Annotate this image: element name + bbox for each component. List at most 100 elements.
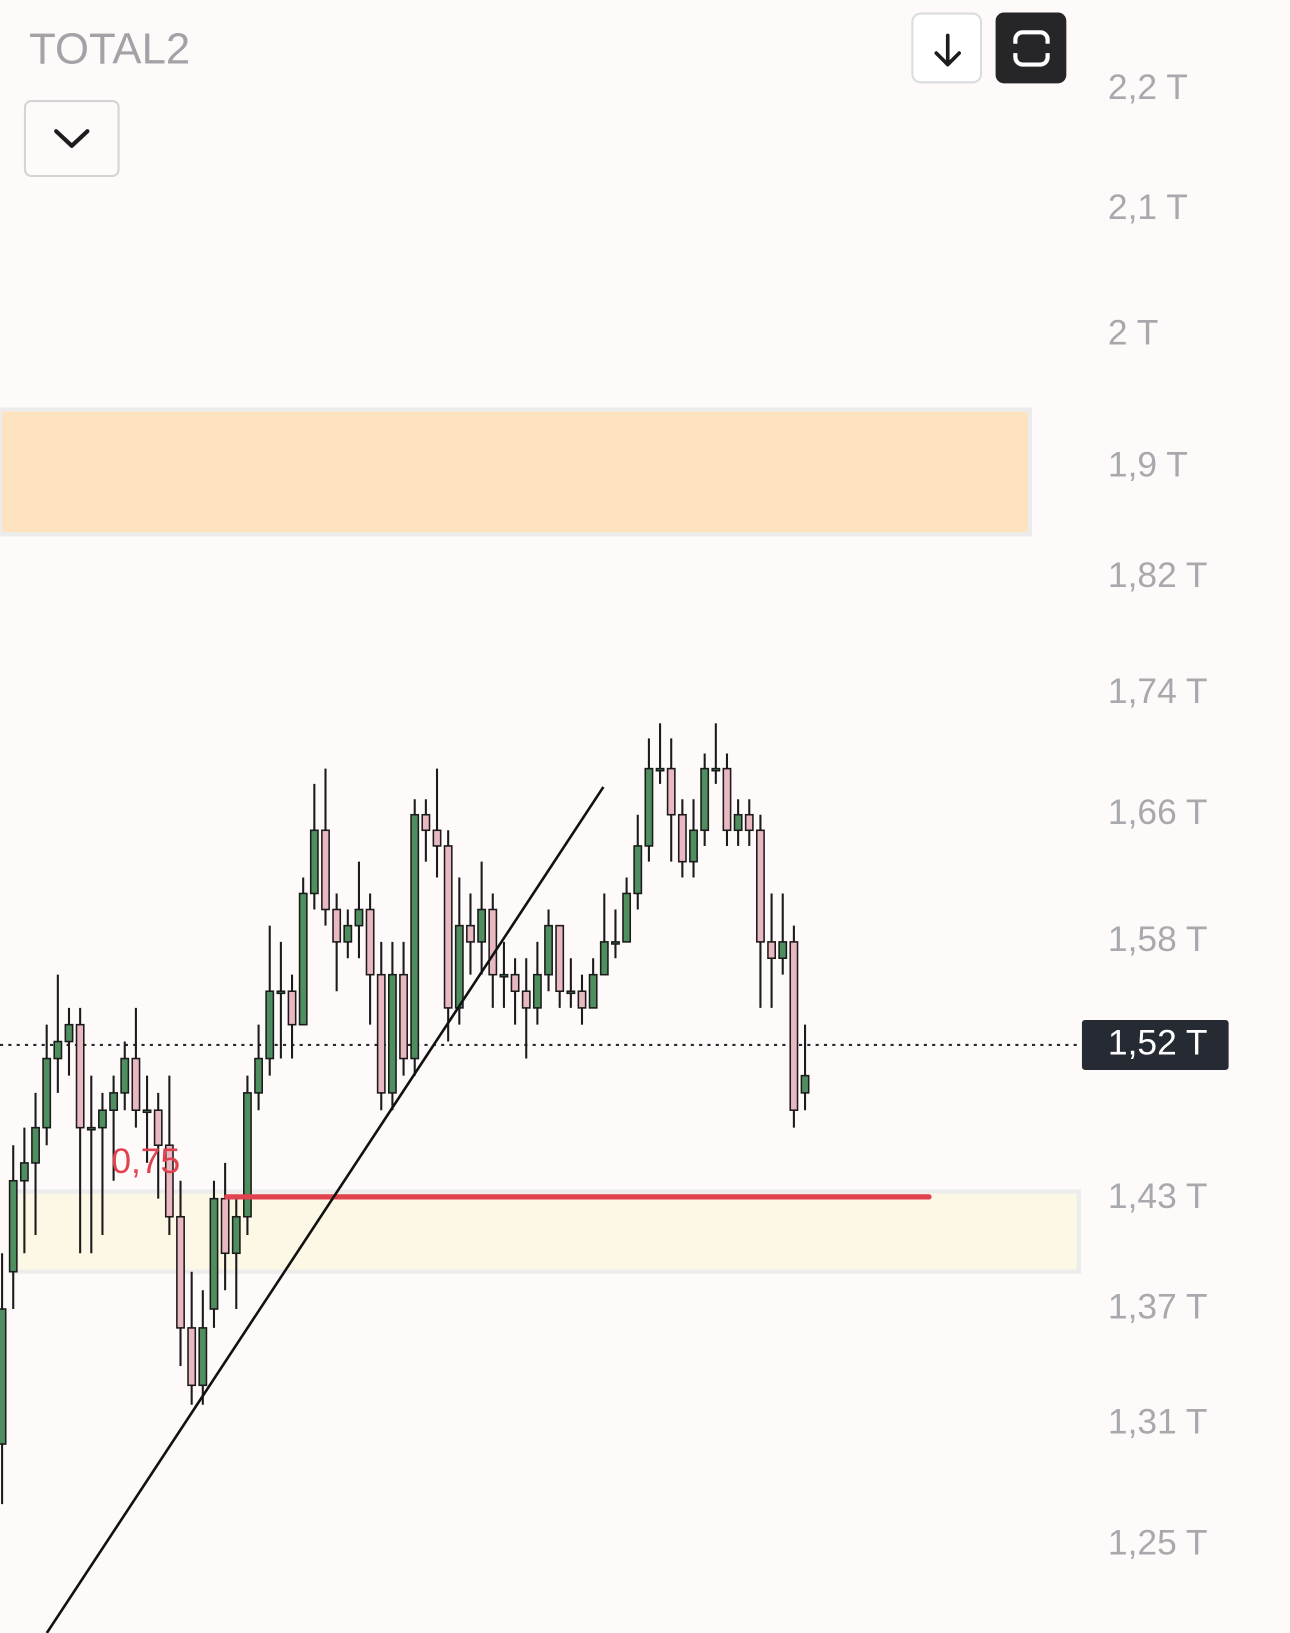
candle-body (599, 941, 609, 976)
candle-body (120, 1057, 130, 1094)
arrow-down-icon (934, 33, 961, 67)
candle-body (109, 1092, 119, 1111)
candle-body (633, 845, 643, 895)
candle-body (365, 908, 375, 976)
candle-body (689, 829, 698, 863)
candle-body (488, 908, 498, 976)
current-price-label: 1,52 T (1108, 1023, 1208, 1062)
candle-body (75, 1023, 85, 1129)
candle-body (231, 1215, 241, 1255)
candle-body (287, 990, 297, 1026)
candle-body (733, 813, 743, 832)
candle-body (700, 767, 710, 832)
candle-body (410, 813, 420, 1060)
candle-body (622, 892, 632, 943)
candle-body (142, 1109, 152, 1114)
candle-body (176, 1215, 185, 1329)
candle-body (8, 1179, 18, 1273)
candle-body (309, 829, 319, 895)
candle-body (499, 973, 509, 978)
y-tick-label: 2,1 T (1108, 188, 1188, 227)
candle-body (532, 973, 542, 1009)
candle-body (53, 1040, 63, 1060)
candle-body (767, 941, 777, 960)
dropdown-frame[interactable] (23, 99, 120, 178)
candle-body (454, 924, 464, 1009)
candle-body (588, 973, 598, 1009)
candle-body (187, 1327, 197, 1387)
candle-body (555, 924, 565, 993)
candle-body (254, 1057, 264, 1094)
y-tick-label: 2,2 T (1108, 68, 1188, 107)
candle-body (466, 924, 475, 943)
fullscreen-button[interactable] (995, 12, 1067, 84)
candle-body (666, 767, 676, 816)
y-tick-label: 1,43 T (1108, 1177, 1208, 1216)
candle-body (321, 829, 330, 911)
candle-body (744, 813, 754, 832)
candle-body (64, 1023, 74, 1043)
download-button[interactable] (911, 12, 983, 84)
candle-body (644, 767, 654, 847)
candle-body (756, 829, 765, 943)
plot-area: 0,75 (0, 407, 1081, 1633)
candle-body (86, 1126, 96, 1131)
candle-body (42, 1057, 52, 1129)
candle-body (19, 1162, 29, 1182)
candle-body (209, 1197, 219, 1310)
candle-body (399, 973, 408, 1060)
y-tick-label: 1,9 T (1108, 445, 1188, 484)
y-tick-label: 1,82 T (1108, 556, 1208, 595)
chevron-icon (54, 129, 90, 148)
candle-body (544, 924, 553, 976)
candle-body (0, 1308, 7, 1445)
candle-body (577, 990, 587, 1009)
candle-body (387, 973, 397, 1094)
candle-body (443, 845, 453, 1009)
fib-level-label: 0,75 (111, 1142, 180, 1181)
candle-body (432, 829, 442, 847)
y-tick-label: 1,31 T (1108, 1403, 1208, 1442)
candle-body (376, 973, 386, 1094)
y-tick-label: 2 T (1108, 313, 1158, 352)
candle-body (153, 1109, 163, 1147)
y-tick-label: 1,25 T (1108, 1523, 1208, 1562)
candle-body (566, 990, 576, 995)
candle-body (421, 813, 431, 832)
candle-body (677, 813, 687, 863)
candle-body (521, 990, 531, 1009)
candle-body (800, 1074, 810, 1094)
candle-body (510, 973, 520, 993)
zone (12, 1189, 1081, 1274)
price-axis: 2,2 T 2,1 T 2 T 1,9 T 1,82 T 1,74 T 1,66 T 1,58… (1081, 68, 1229, 1562)
y-tick-label: 1,58 T (1108, 920, 1208, 959)
dropdown-button[interactable] (23, 99, 120, 178)
candle-body (243, 1092, 252, 1218)
y-tick-label: 1,74 T (1108, 672, 1208, 711)
candle-body (276, 990, 286, 995)
current-price-badge (1081, 1019, 1229, 1070)
candle-body (98, 1109, 107, 1129)
candle-body (31, 1126, 40, 1164)
candle-body (711, 767, 721, 772)
zone (0, 407, 1032, 537)
candle-body (343, 924, 353, 943)
candle-body (332, 908, 342, 943)
y-tick-label: 1,37 T (1108, 1287, 1208, 1326)
candle-body (477, 908, 487, 943)
y-tick-label: 1,66 T (1108, 793, 1208, 832)
symbol-title: TOTAL2 (29, 25, 190, 74)
candle-body (131, 1057, 141, 1111)
candle-body (354, 908, 364, 927)
candle-body (220, 1197, 230, 1255)
candle-body (789, 941, 799, 1111)
candle-body (265, 990, 275, 1060)
candle-body (778, 941, 788, 960)
title-backdrop (24, 27, 209, 80)
candle-body (198, 1327, 208, 1387)
candle-body (722, 767, 732, 832)
candle-body (655, 767, 665, 772)
fullscreen-icon-gap (1009, 43, 1054, 54)
